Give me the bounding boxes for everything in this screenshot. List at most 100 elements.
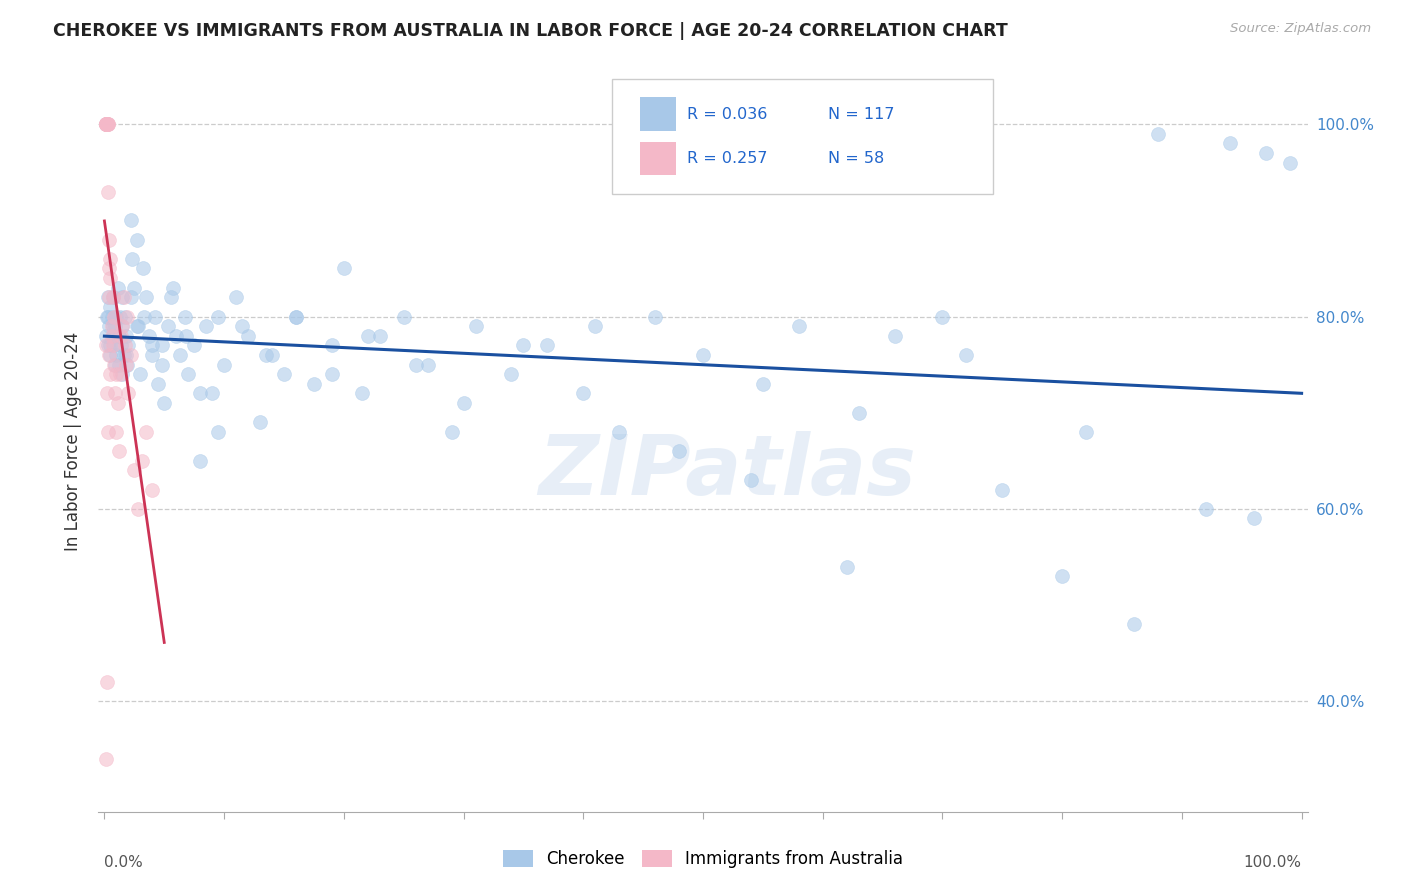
Point — [1195, 501, 1218, 516]
Point — [97, 117, 120, 131]
Point — [104, 386, 127, 401]
Point — [104, 358, 127, 372]
Text: Source: ZipAtlas.com: Source: ZipAtlas.com — [1230, 22, 1371, 36]
Point — [138, 328, 160, 343]
Point — [108, 310, 131, 324]
Point — [94, 328, 117, 343]
Point — [207, 310, 229, 324]
Point — [105, 348, 128, 362]
Point — [141, 348, 163, 362]
Point — [156, 319, 179, 334]
Point — [254, 348, 277, 362]
Point — [97, 185, 120, 199]
Point — [135, 425, 157, 439]
Point — [98, 233, 121, 247]
Point — [321, 338, 343, 352]
Point — [100, 348, 122, 362]
Point — [107, 328, 129, 343]
Text: R = 0.036: R = 0.036 — [688, 107, 768, 122]
Point — [96, 117, 118, 131]
Point — [100, 368, 122, 382]
Point — [350, 386, 373, 401]
Point — [173, 310, 195, 324]
Point — [107, 328, 129, 343]
Point — [96, 674, 118, 689]
Point — [177, 368, 200, 382]
Point — [98, 319, 121, 334]
Point — [117, 386, 139, 401]
Point — [97, 338, 120, 352]
Point — [98, 290, 121, 304]
Text: ZIPatlas: ZIPatlas — [538, 431, 917, 512]
Point — [94, 117, 117, 131]
Point — [453, 396, 475, 410]
Point — [94, 752, 117, 766]
Point — [110, 338, 132, 352]
Point — [150, 338, 173, 352]
Point — [97, 425, 120, 439]
Point — [96, 117, 118, 131]
Point — [931, 310, 953, 324]
Point — [111, 319, 134, 334]
Point — [883, 328, 905, 343]
Bar — [640, 97, 676, 130]
Point — [572, 386, 595, 401]
Point — [124, 463, 146, 477]
Legend: Cherokee, Immigrants from Australia: Cherokee, Immigrants from Australia — [496, 843, 910, 875]
Point — [120, 348, 142, 362]
Point — [100, 271, 122, 285]
Point — [114, 338, 136, 352]
Point — [111, 319, 134, 334]
Point — [107, 444, 129, 458]
Point — [752, 376, 775, 391]
Point — [94, 117, 117, 131]
Point — [112, 290, 135, 304]
Point — [668, 444, 690, 458]
Point — [112, 348, 135, 362]
Point — [150, 358, 173, 372]
Point — [100, 338, 122, 352]
Point — [94, 117, 117, 131]
Point — [98, 261, 121, 276]
Point — [132, 261, 155, 276]
Point — [160, 290, 183, 304]
Point — [991, 483, 1014, 497]
Point — [107, 281, 129, 295]
Point — [94, 117, 117, 131]
Point — [333, 261, 356, 276]
Point — [148, 376, 170, 391]
Point — [127, 501, 149, 516]
Point — [96, 117, 118, 131]
Point — [107, 358, 129, 372]
Text: N = 58: N = 58 — [828, 152, 884, 166]
Point — [787, 319, 810, 334]
Point — [105, 310, 128, 324]
Point — [94, 117, 117, 131]
Point — [108, 368, 131, 382]
Text: 0.0%: 0.0% — [104, 855, 143, 870]
Point — [100, 328, 122, 343]
Point — [115, 358, 138, 372]
Point — [129, 368, 152, 382]
Point — [94, 117, 117, 131]
Text: R = 0.257: R = 0.257 — [688, 152, 768, 166]
Point — [107, 396, 129, 410]
Point — [284, 310, 307, 324]
Point — [153, 396, 176, 410]
Point — [357, 328, 380, 343]
Point — [644, 310, 666, 324]
Point — [115, 348, 138, 362]
Point — [1050, 569, 1073, 583]
Point — [302, 376, 325, 391]
Point — [440, 425, 463, 439]
Point — [464, 319, 486, 334]
Point — [583, 319, 606, 334]
Point — [101, 319, 124, 334]
Point — [117, 338, 139, 352]
Point — [124, 281, 146, 295]
Point — [512, 338, 534, 352]
Point — [692, 348, 714, 362]
Point — [183, 338, 205, 352]
Point — [201, 386, 224, 401]
Point — [1278, 155, 1301, 169]
